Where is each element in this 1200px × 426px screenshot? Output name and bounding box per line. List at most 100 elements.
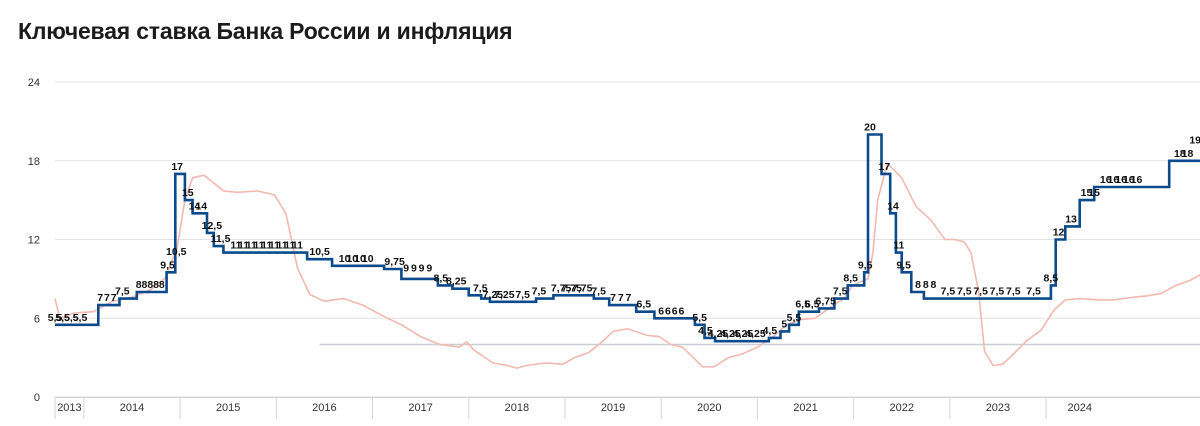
x-tick-label: 2016: [312, 402, 336, 414]
rate-data-label: 7,5: [115, 286, 130, 298]
rate-data-label: 8,25: [446, 276, 467, 288]
rate-data-label: 7: [626, 292, 632, 304]
inflation-line: [54, 162, 1200, 369]
rate-data-label: 9,5: [896, 259, 911, 271]
rate-data-label: 11: [292, 240, 303, 252]
rate-data-label: 5,5: [64, 312, 79, 324]
rate-data-label: 6: [658, 305, 664, 317]
rate-data-label: 6,75: [815, 295, 836, 307]
x-tick-label: 2017: [408, 402, 432, 414]
rate-data-label: 12: [1053, 227, 1065, 239]
rate-data-label: 11: [253, 240, 264, 252]
rate-data-label: 4,25: [720, 328, 741, 340]
rate-data-label: 9,75: [384, 256, 405, 268]
rate-data-label: 4,25: [733, 328, 754, 340]
x-tick-label: 2022: [889, 402, 913, 414]
rate-data-label: 5,5: [55, 312, 70, 324]
x-tick-label: 2014: [120, 402, 144, 414]
rate-data-label: 7: [104, 292, 110, 304]
rate-data-label: 7,25: [494, 289, 515, 301]
rate-data-label: 19: [1189, 135, 1200, 147]
rate-data-label: 15: [182, 187, 194, 199]
y-tick-label: 6: [34, 313, 40, 325]
x-tick-label: 2023: [986, 402, 1010, 414]
rate-data-label: 5: [781, 318, 787, 330]
rate-data-label: 11: [246, 240, 257, 252]
rate-data-label: 16: [1108, 174, 1120, 186]
rate-data-label: 16: [1123, 174, 1135, 186]
rate-data-label: 16: [1131, 174, 1143, 186]
x-tick-label: 2019: [601, 402, 625, 414]
rate-data-label: 7,75: [551, 282, 572, 294]
rate-data-label: 5,5: [73, 312, 88, 324]
y-tick-label: 12: [28, 235, 40, 247]
y-tick-label: 18: [28, 156, 40, 168]
rate-data-label: 10: [354, 253, 366, 265]
rate-data-label: 8: [923, 279, 929, 291]
rate-data-label: 11: [230, 240, 241, 252]
key-rate-series: [55, 133, 1200, 343]
rate-data-label: 14: [189, 200, 201, 212]
x-axis: 2013 2014 2015 2016 2017 2018 2019 2020 2021 2022…: [54, 397, 1200, 419]
rate-data-label: 17: [879, 161, 891, 173]
rate-data-label: 11: [277, 240, 288, 252]
rate-data-label: 9: [403, 263, 409, 275]
rate-data-label: 15: [1088, 187, 1100, 199]
inflation-series: [54, 162, 1200, 369]
rate-data-label: 11: [284, 240, 295, 252]
rate-data-label: 4,5: [698, 325, 713, 337]
rate-data-label: 11,5: [211, 233, 231, 245]
rate-data-label: 8,5: [434, 272, 449, 284]
rate-data-label: 11: [261, 240, 272, 252]
rate-data-label: 7,5: [1026, 286, 1041, 298]
rate-data-label: 8: [136, 279, 142, 291]
rate-data-label: 7: [97, 292, 103, 304]
rate-data-label: 8,5: [1044, 272, 1059, 284]
rate-data-label: 20: [864, 122, 876, 134]
rate-data-label: 9: [419, 263, 425, 275]
rate-labels: 5,55,55,55,57 7 77,58 8 8 8 89,510,51715141412…: [48, 122, 1200, 341]
rate-data-label: 4,25: [745, 328, 766, 340]
x-tick-label: 2015: [216, 402, 240, 414]
rate-data-label: 7,5: [515, 289, 530, 301]
rate-data-label: 7,5: [957, 286, 972, 298]
rate-data-label: 6: [672, 305, 678, 317]
rate-data-label: 10: [346, 253, 358, 265]
rate-data-label: 4,25: [708, 328, 729, 340]
rate-data-label: 16: [1100, 174, 1112, 186]
rate-data-label: 5,5: [787, 312, 802, 324]
rate-data-label: 11: [269, 240, 280, 252]
rate-data-label: 7,5: [1006, 286, 1021, 298]
rate-data-label: 7,5: [973, 286, 988, 298]
rate-data-label: 10: [362, 253, 374, 265]
rate-data-label: 7,25: [483, 289, 504, 301]
rate-data-label: 7,5: [532, 286, 547, 298]
y-axis: 0 6 12 18 24: [28, 77, 40, 404]
rate-data-label: 10,5: [309, 246, 330, 258]
rate-data-label: 9,5: [160, 259, 175, 271]
rate-data-label: 11: [238, 240, 249, 252]
rate-data-label: 9: [426, 263, 432, 275]
y-tick-label: 0: [34, 392, 40, 404]
rate-data-label: 14: [195, 200, 207, 212]
rate-data-label: 8: [159, 279, 165, 291]
rate-data-label: 7,5: [473, 282, 488, 294]
page-title: Ключевая ставка Банка России и инфляция: [18, 18, 513, 44]
x-tick-label: 2024: [1067, 402, 1091, 414]
rate-data-label: 7,5: [591, 286, 606, 298]
rate-data-label: 5,5: [692, 312, 707, 324]
rate-data-label: 8: [147, 279, 153, 291]
rate-data-label: 10,5: [166, 246, 187, 258]
rate-data-label: 10: [339, 253, 351, 265]
rate-data-label: 17: [171, 161, 183, 173]
rate-data-label: 7,5: [941, 286, 956, 298]
rate-data-label: 18: [1182, 148, 1194, 160]
rate-data-label: 18: [1174, 148, 1186, 160]
key-rate-line: [55, 133, 1200, 343]
x-tick-label: 2020: [697, 402, 721, 414]
rate-data-label: 11: [893, 240, 904, 252]
rate-data-label: 7,5: [833, 286, 848, 298]
y-tick-label: 24: [28, 77, 40, 89]
rate-data-label: 14: [887, 200, 899, 212]
